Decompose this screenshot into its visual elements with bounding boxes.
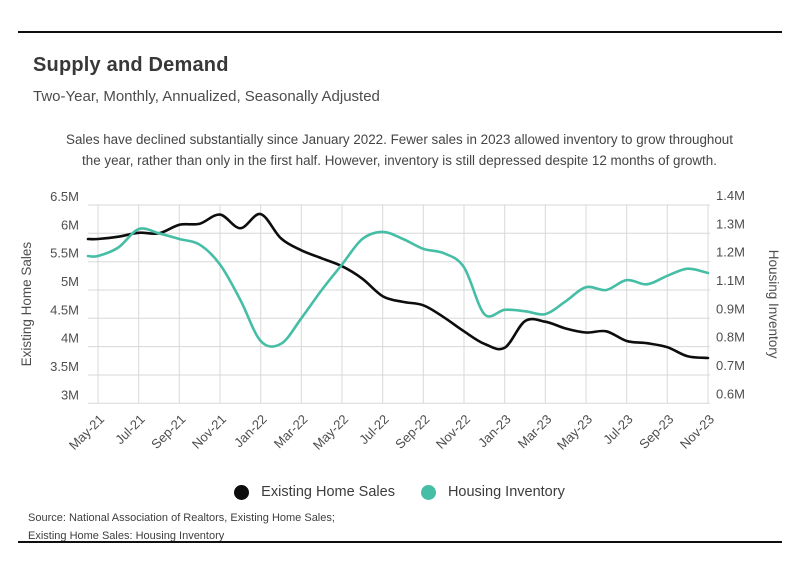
x-axis-tick-labels: May-21 Jul-21 Sep-21 Nov-21 Jan-22 Mar-22 May-… [66, 412, 717, 453]
svg-text:1.2M: 1.2M [716, 245, 745, 260]
legend-label-housing-inventory: Housing Inventory [447, 484, 565, 500]
left-axis-tick-labels: 6.5M 6M 5.5M 5M 4.5M 4M 3.5M 3M [50, 189, 79, 402]
supply-demand-chart: 6.5M 6M 5.5M 5M 4.5M 4M 3.5M 3M 1.4M 1.3M 1.2M 1.1M… [19, 188, 781, 453]
chart-legend: Existing Home Sales Housing Inventory [0, 484, 799, 500]
svg-text:Nov-22: Nov-22 [433, 412, 473, 452]
right-axis-tick-labels: 1.4M 1.3M 1.2M 1.1M 0.9M 0.8M 0.7M 0.6M [716, 188, 745, 401]
svg-text:May-23: May-23 [554, 412, 595, 453]
svg-text:6M: 6M [61, 217, 79, 232]
chart-subtitle: Two-Year, Monthly, Annualized, Seasonall… [33, 88, 380, 105]
svg-text:5.5M: 5.5M [50, 246, 79, 261]
svg-text:0.9M: 0.9M [716, 301, 745, 316]
svg-text:Sep-22: Sep-22 [392, 412, 432, 452]
svg-text:Jul-22: Jul-22 [356, 412, 392, 448]
svg-text:Jul-21: Jul-21 [112, 412, 148, 448]
legend-label-existing-home-sales: Existing Home Sales [261, 484, 395, 500]
svg-text:4.5M: 4.5M [50, 302, 79, 317]
svg-text:Nov-23: Nov-23 [677, 412, 717, 452]
legend-item-existing-home-sales: Existing Home Sales [234, 484, 395, 500]
svg-text:6.5M: 6.5M [50, 189, 79, 204]
svg-text:0.8M: 0.8M [716, 330, 745, 345]
svg-text:1.3M: 1.3M [716, 216, 745, 231]
svg-text:3.5M: 3.5M [50, 359, 79, 374]
right-axis-title: Housing Inventory [766, 250, 781, 359]
svg-text:Jan-23: Jan-23 [475, 412, 514, 451]
legend-dot-housing-inventory [420, 484, 436, 500]
chart-annotation: Sales have declined substantially since … [66, 132, 733, 168]
svg-text:May-22: May-22 [310, 412, 351, 453]
top-rule [18, 31, 782, 33]
svg-text:0.6M: 0.6M [716, 386, 745, 401]
bottom-rule [18, 541, 782, 543]
source-note: Source: National Association of Realtors… [28, 509, 335, 545]
legend-item-housing-inventory: Housing Inventory [420, 484, 565, 500]
source-line-2: Existing Home Sales: Housing Inventory [28, 530, 225, 542]
source-line-1: Source: National Association of Realtors… [28, 512, 335, 524]
svg-text:Jan-22: Jan-22 [231, 412, 270, 451]
svg-text:1.4M: 1.4M [716, 188, 745, 203]
left-axis-title: Existing Home Sales [19, 242, 34, 367]
page-title: Supply and Demand [33, 54, 229, 76]
svg-text:Jul-23: Jul-23 [600, 412, 636, 448]
svg-text:Mar-22: Mar-22 [271, 412, 311, 452]
existing-home-sales-line [86, 212, 710, 360]
svg-text:May-21: May-21 [66, 412, 107, 453]
svg-text:1.1M: 1.1M [716, 273, 745, 288]
svg-text:Mar-23: Mar-23 [515, 412, 555, 452]
legend-dot-existing-home-sales [234, 484, 250, 500]
svg-text:Sep-21: Sep-21 [148, 412, 188, 452]
housing-inventory-line [86, 227, 710, 348]
svg-text:Nov-21: Nov-21 [189, 412, 229, 452]
svg-text:0.7M: 0.7M [716, 358, 745, 373]
svg-text:Sep-23: Sep-23 [636, 412, 676, 452]
gridlines [88, 204, 710, 404]
svg-text:4M: 4M [61, 331, 79, 346]
svg-text:3M: 3M [61, 387, 79, 402]
svg-text:5M: 5M [61, 274, 79, 289]
